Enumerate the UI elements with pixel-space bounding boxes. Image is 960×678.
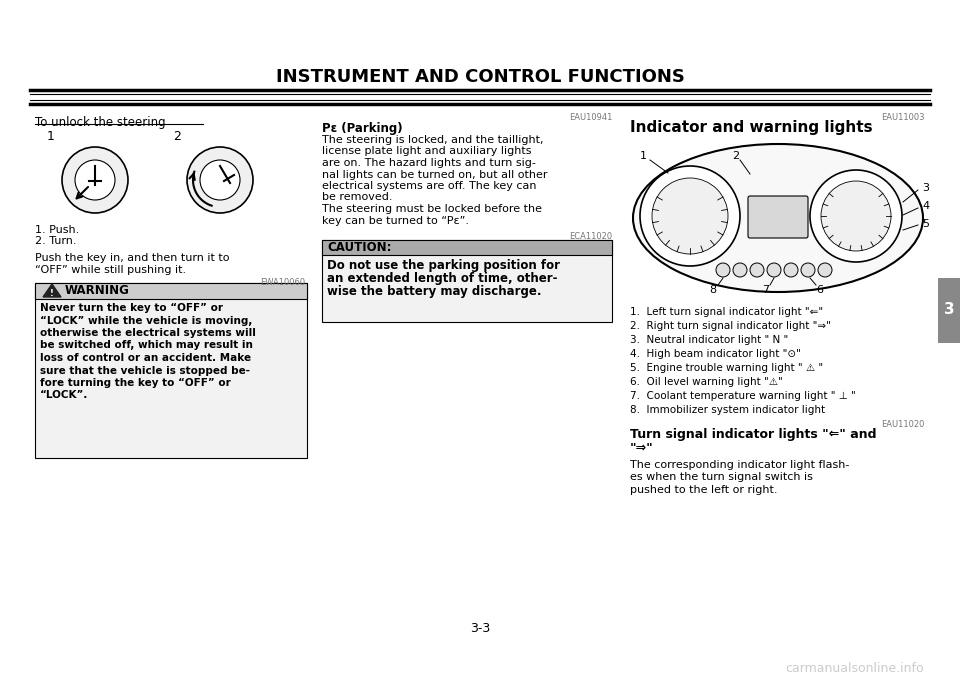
Text: “OFF” while still pushing it.: “OFF” while still pushing it. [35,265,186,275]
Circle shape [810,170,902,262]
Circle shape [784,263,798,277]
Text: 4: 4 [923,201,929,211]
Text: an extended length of time, other-: an extended length of time, other- [327,272,558,285]
Text: otherwise the electrical systems will: otherwise the electrical systems will [40,328,256,338]
Text: Do not use the parking position for: Do not use the parking position for [327,259,560,272]
Text: The steering is locked, and the taillight,: The steering is locked, and the tailligh… [322,135,543,145]
Circle shape [733,263,747,277]
Text: 8: 8 [709,285,716,295]
Circle shape [640,166,740,266]
Text: Never turn the key to “OFF” or: Never turn the key to “OFF” or [40,303,223,313]
Text: be switched off, which may result in: be switched off, which may result in [40,340,252,351]
Bar [35,283,307,299]
Circle shape [821,181,891,251]
Ellipse shape [633,144,923,292]
Text: 1: 1 [639,151,646,161]
Text: fore turning the key to “OFF” or: fore turning the key to “OFF” or [40,378,230,388]
Text: 2: 2 [732,151,739,161]
Text: Push the key in, and then turn it to: Push the key in, and then turn it to [35,253,229,263]
Text: nal lights can be turned on, but all other: nal lights can be turned on, but all oth… [322,170,547,180]
Text: EAU10941: EAU10941 [568,113,612,122]
Text: 2.  Right turn signal indicator light "⇒": 2. Right turn signal indicator light "⇒" [630,321,830,331]
Text: 3-3: 3-3 [469,622,491,635]
Text: 7: 7 [762,285,770,295]
Text: 1: 1 [47,130,55,143]
Text: 4.  High beam indicator light "⊙": 4. High beam indicator light "⊙" [630,349,801,359]
Circle shape [716,263,730,277]
Circle shape [187,147,253,213]
Text: "⇒": "⇒" [630,442,654,455]
Bar [322,240,612,255]
Text: Indicator and warning lights: Indicator and warning lights [630,120,873,135]
Text: 5.  Engine trouble warning light " ⚠ ": 5. Engine trouble warning light " ⚠ " [630,363,823,373]
Text: 7.  Coolant temperature warning light " ⊥ ": 7. Coolant temperature warning light " ⊥… [630,391,855,401]
Text: 8.  Immobilizer system indicator light: 8. Immobilizer system indicator light [630,405,826,415]
Text: 6: 6 [817,285,824,295]
Text: “LOCK”.: “LOCK”. [40,391,88,401]
Text: loss of control or an accident. Make: loss of control or an accident. Make [40,353,252,363]
Text: 2: 2 [173,130,180,143]
Circle shape [200,160,240,200]
Circle shape [652,178,728,254]
Text: 5: 5 [923,219,929,229]
Text: ECA11020: ECA11020 [569,232,612,241]
Circle shape [62,147,128,213]
Bar [322,240,612,322]
Text: The steering must be locked before the: The steering must be locked before the [322,204,542,214]
Text: es when the turn signal switch is: es when the turn signal switch is [630,473,813,483]
Text: 1. Push.: 1. Push. [35,225,80,235]
Text: To unlock the steering: To unlock the steering [35,116,166,129]
Circle shape [75,160,115,200]
Text: carmanualsonline.info: carmanualsonline.info [785,662,924,675]
Text: 2. Turn.: 2. Turn. [35,236,77,246]
Text: are on. The hazard lights and turn sig-: are on. The hazard lights and turn sig- [322,158,536,168]
Circle shape [750,263,764,277]
Bar [938,278,960,343]
Circle shape [767,263,781,277]
Text: Pε (Parking): Pε (Parking) [322,122,402,135]
Text: Turn signal indicator lights "⇐" and: Turn signal indicator lights "⇐" and [630,428,876,441]
Text: 3: 3 [923,183,929,193]
Circle shape [818,263,832,277]
Text: CAUTION:: CAUTION: [327,241,392,254]
Text: be removed.: be removed. [322,193,393,203]
Text: electrical systems are off. The key can: electrical systems are off. The key can [322,181,537,191]
FancyBboxPatch shape [748,196,808,238]
Bar [35,283,307,458]
Text: INSTRUMENT AND CONTROL FUNCTIONS: INSTRUMENT AND CONTROL FUNCTIONS [276,68,684,86]
Text: !: ! [50,289,54,298]
Text: EAU11020: EAU11020 [881,420,925,429]
Text: EAU11003: EAU11003 [881,113,925,122]
Text: license plate light and auxiliary lights: license plate light and auxiliary lights [322,146,532,157]
Text: 3: 3 [944,302,954,317]
Text: EWA10060: EWA10060 [260,278,305,287]
Text: pushed to the left or right.: pushed to the left or right. [630,485,778,495]
Text: 1.  Left turn signal indicator light "⇐": 1. Left turn signal indicator light "⇐" [630,307,823,317]
Circle shape [801,263,815,277]
Text: The corresponding indicator light flash-: The corresponding indicator light flash- [630,460,850,470]
Text: key can be turned to “Pε”.: key can be turned to “Pε”. [322,216,469,226]
Text: “LOCK” while the vehicle is moving,: “LOCK” while the vehicle is moving, [40,315,252,325]
Text: wise the battery may discharge.: wise the battery may discharge. [327,285,541,298]
Polygon shape [43,284,61,297]
Text: 6.  Oil level warning light "⚠": 6. Oil level warning light "⚠" [630,377,782,387]
Text: WARNING: WARNING [65,284,130,297]
Text: sure that the vehicle is stopped be-: sure that the vehicle is stopped be- [40,365,250,376]
Text: 3.  Neutral indicator light " N ": 3. Neutral indicator light " N " [630,335,788,345]
